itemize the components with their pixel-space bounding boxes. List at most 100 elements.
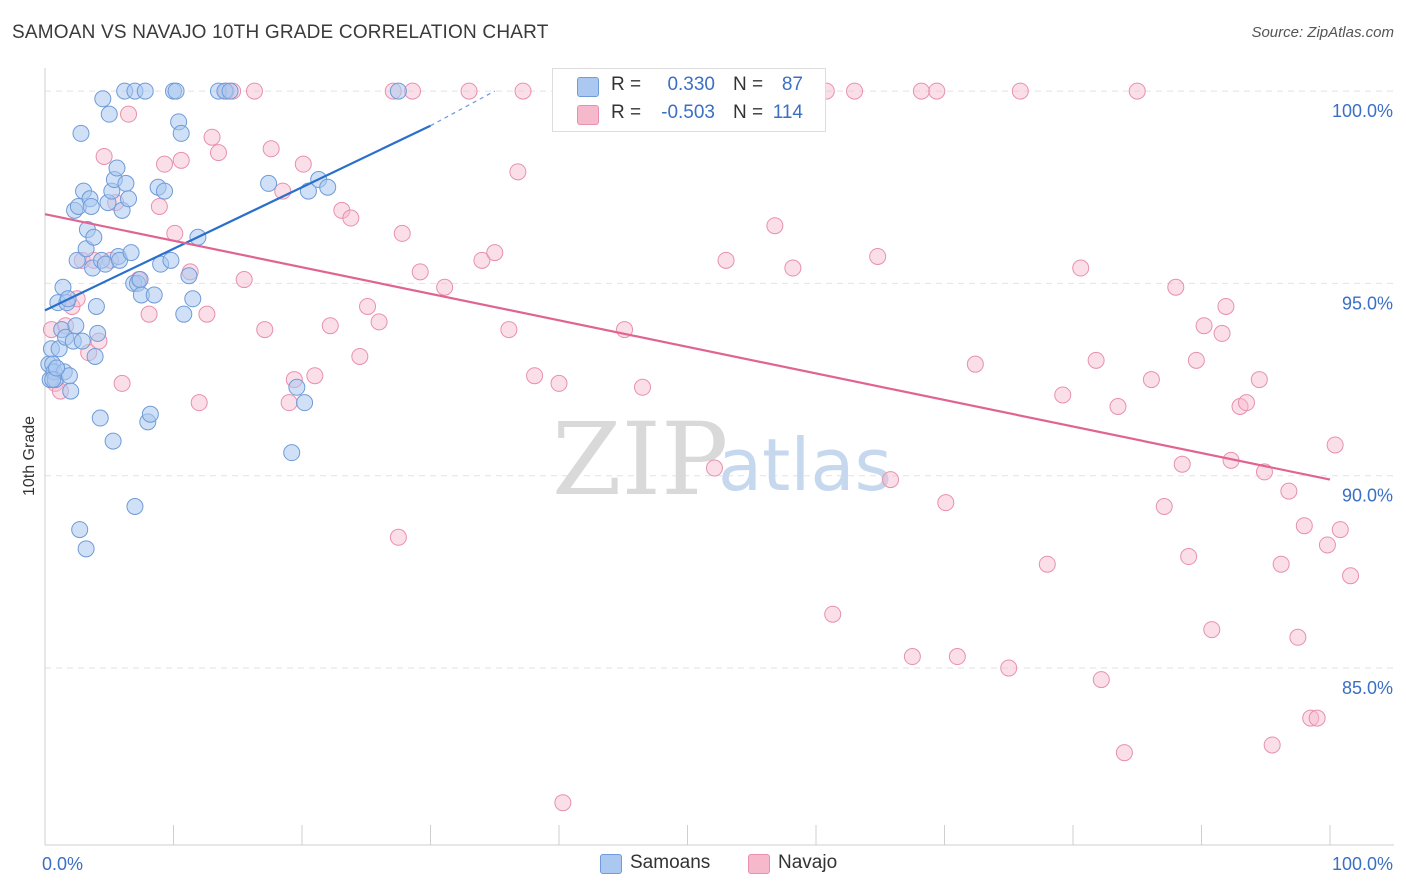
samoan-point-57 xyxy=(145,286,163,304)
samoan-point-84 xyxy=(104,432,122,450)
samoan-point-82 xyxy=(77,540,95,558)
navajo-point-74 xyxy=(928,82,946,100)
navajo-point-86 xyxy=(1115,744,1133,762)
chart-title: SAMOAN VS NAVAJO 10TH GRADE CORRELATION … xyxy=(12,22,549,43)
samoan-point-76 xyxy=(296,394,314,412)
samoan-point-72 xyxy=(221,82,239,100)
watermark: ZIP atlas xyxy=(552,401,892,518)
navajo-point-105 xyxy=(1280,482,1298,500)
samoan-r-label: R = xyxy=(611,74,642,95)
navajo-point-31 xyxy=(262,140,280,158)
navajo-point-94 xyxy=(1195,317,1213,335)
navajo-point-29 xyxy=(245,82,263,100)
y-tick-label-3: 100.0% xyxy=(1332,101,1393,121)
navajo-point-62 xyxy=(717,251,735,269)
navajo-point-75 xyxy=(937,494,955,512)
navajo-point-55 xyxy=(526,367,544,385)
samoan-point-29 xyxy=(85,228,103,246)
navajo-point-60 xyxy=(634,378,652,396)
navajo-point-64 xyxy=(766,217,784,235)
samoan-point-47 xyxy=(120,190,138,208)
navajo-trend-line xyxy=(44,213,1331,481)
navajo-point-54 xyxy=(514,82,532,100)
samoan-point-31 xyxy=(87,297,105,315)
samoan-point-81 xyxy=(71,521,89,539)
navajo-point-87 xyxy=(1128,82,1146,100)
axes xyxy=(44,68,1394,846)
correlation-legend: R = 0.330 N = 87 R = -0.503 N = 114 xyxy=(552,68,826,132)
navajo-point-110 xyxy=(1318,536,1336,554)
samoan-point-35 xyxy=(94,90,112,108)
watermark-zip: ZIP xyxy=(552,401,728,518)
navajo-point-57 xyxy=(554,794,572,812)
navajo-legend-swatch xyxy=(748,854,770,874)
samoan-point-52 xyxy=(131,271,149,289)
x-tick-labels: 0.0% 100.0% xyxy=(42,854,1393,874)
navajo-point-92 xyxy=(1180,548,1198,566)
navajo-point-97 xyxy=(1217,297,1235,315)
navajo-point-68 xyxy=(824,605,842,623)
navajo-point-17 xyxy=(150,197,168,215)
samoan-point-73 xyxy=(260,174,278,192)
y-tick-label-2: 95.0% xyxy=(1342,293,1393,313)
samoan-point-30 xyxy=(86,347,104,365)
y-tick-labels: 85.0% 90.0% 95.0% 100.0% xyxy=(1332,101,1393,698)
navajo-point-65 xyxy=(784,259,802,277)
navajo-point-91 xyxy=(1173,455,1191,473)
samoan-point-83 xyxy=(126,498,144,516)
navajo-n-label: N = xyxy=(733,102,764,123)
navajo-point-79 xyxy=(1011,82,1029,100)
samoan-point-33 xyxy=(91,409,109,427)
samoan-point-19 xyxy=(68,251,86,269)
navajo-point-71 xyxy=(882,471,900,489)
navajo-points xyxy=(42,82,1360,812)
navajo-point-46 xyxy=(404,82,422,100)
navajo-point-56 xyxy=(550,374,568,392)
y-tick-label-1: 90.0% xyxy=(1342,486,1393,506)
samoan-point-74 xyxy=(283,444,301,462)
samoan-n-value: 87 xyxy=(781,74,803,95)
navajo-point-25 xyxy=(209,144,227,162)
navajo-point-101 xyxy=(1250,371,1268,389)
navajo-point-33 xyxy=(280,394,298,412)
samoan-trend-line xyxy=(44,124,431,312)
navajo-point-104 xyxy=(1272,555,1290,573)
samoan-point-60 xyxy=(156,182,174,200)
navajo-point-51 xyxy=(486,244,504,262)
navajo-point-37 xyxy=(321,317,339,335)
samoan-point-68 xyxy=(184,290,202,308)
samoan-point-54 xyxy=(136,82,154,100)
navajo-point-113 xyxy=(1342,567,1360,585)
navajo-swatch xyxy=(577,105,599,125)
samoan-point-75 xyxy=(288,378,306,396)
navajo-point-111 xyxy=(1326,436,1344,454)
navajo-point-36 xyxy=(306,367,324,385)
samoan-point-18 xyxy=(67,317,85,335)
navajo-point-72 xyxy=(903,648,921,666)
navajo-point-77 xyxy=(966,355,984,373)
navajo-point-80 xyxy=(1038,555,1056,573)
navajo-point-84 xyxy=(1092,671,1110,689)
samoan-point-27 xyxy=(82,197,100,215)
gridlines xyxy=(45,90,1394,669)
navajo-point-40 xyxy=(351,347,369,365)
samoan-point-80 xyxy=(389,82,407,100)
samoan-point-41 xyxy=(108,159,126,177)
samoan-point-46 xyxy=(117,174,135,192)
samoan-swatch xyxy=(577,77,599,97)
samoan-points xyxy=(40,82,407,558)
samoan-point-86 xyxy=(48,359,66,377)
navajo-r-value: -0.503 xyxy=(661,102,715,123)
navajo-point-73 xyxy=(912,82,930,100)
samoan-point-79 xyxy=(319,178,337,196)
navajo-point-103 xyxy=(1263,736,1281,754)
navajo-point-76 xyxy=(948,648,966,666)
navajo-r-label: R = xyxy=(611,102,642,123)
navajo-point-53 xyxy=(509,163,527,181)
legend-row-samoan: R = 0.330 N = 87 xyxy=(553,71,825,101)
navajo-point-41 xyxy=(359,297,377,315)
navajo-point-18 xyxy=(156,155,174,173)
navajo-point-81 xyxy=(1054,386,1072,404)
legend-row-navajo: R = -0.503 N = 114 xyxy=(553,99,825,129)
